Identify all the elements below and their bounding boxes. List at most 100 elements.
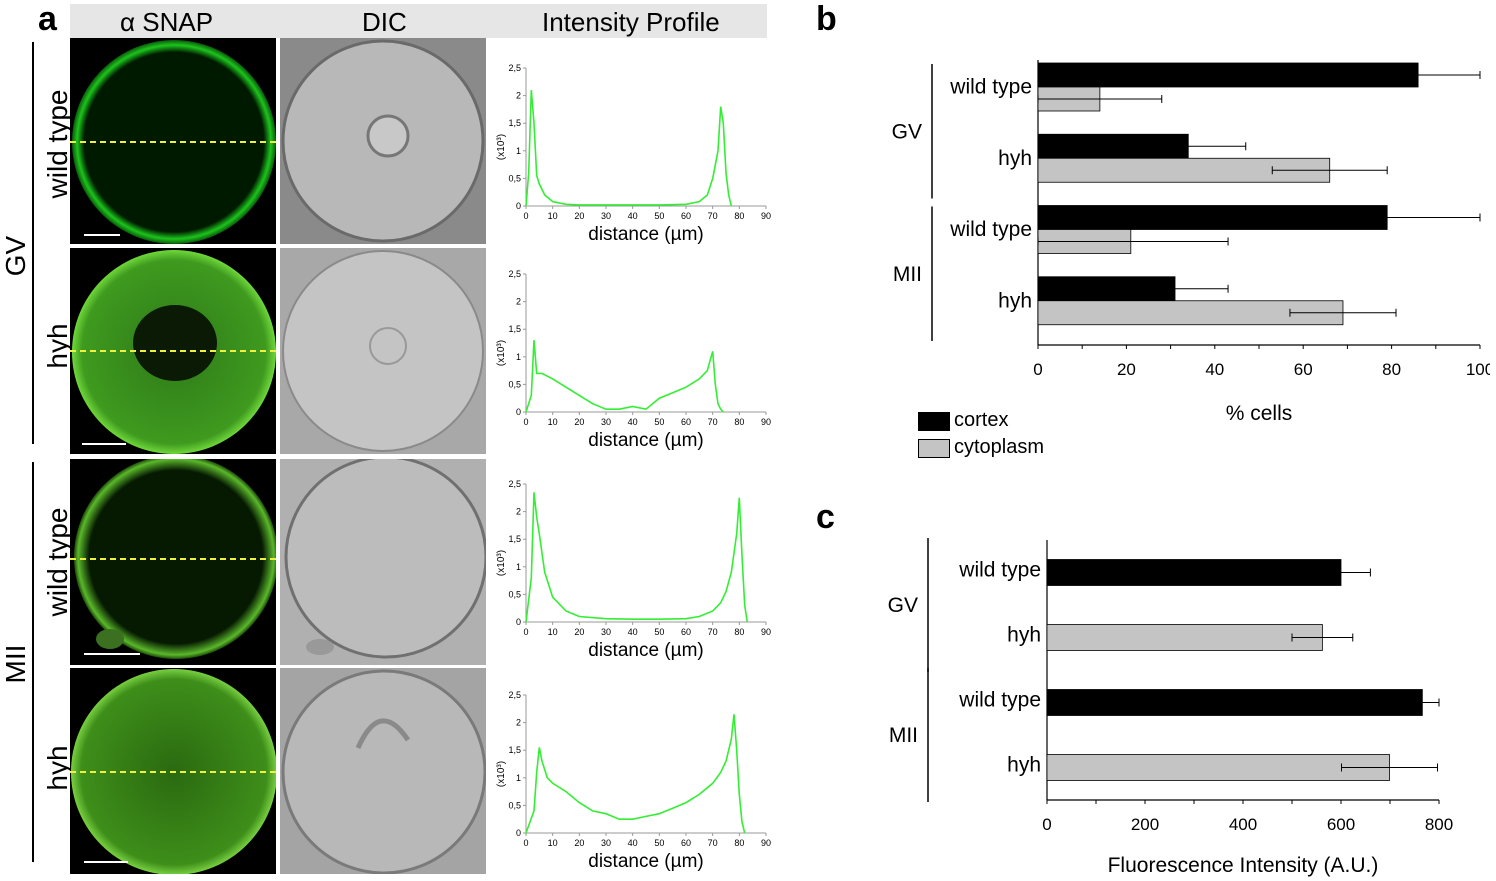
profile-x-tick-label: 40 bbox=[628, 627, 638, 637]
profile-line bbox=[525, 492, 749, 623]
profile-line bbox=[525, 90, 733, 207]
profile-chart-gv-wild-type: 0 0,5 1 1,5 2 2,5 0 10 20 30 40 50 60 70 80 90 distance … bbox=[496, 63, 771, 245]
stage-bracket-gv bbox=[32, 42, 34, 444]
profile-y-tick-label: 1 bbox=[516, 773, 521, 783]
profile-y-tick-label: 0,5 bbox=[508, 173, 521, 183]
bar-chart-x-tick-label: 0 bbox=[1042, 815, 1051, 834]
bar-cytoplasm bbox=[1046, 754, 1390, 781]
group-label-gv: GV bbox=[892, 120, 922, 143]
profile-x-tick-label: 90 bbox=[761, 838, 771, 848]
group-label-gv: GV bbox=[888, 594, 918, 617]
profile-y-tick-label: 0,5 bbox=[508, 379, 521, 389]
profile-x-tick-label: 70 bbox=[708, 627, 718, 637]
legend-swatch-cytoplasm bbox=[918, 439, 950, 458]
profile-y-tick-label: 0 bbox=[516, 201, 521, 211]
bar-chart-x-tick-label: 40 bbox=[1205, 360, 1224, 379]
profile-y-axis-label: (x10³) bbox=[496, 550, 507, 576]
profile-y-tick-label: 1 bbox=[516, 352, 521, 362]
profile-x-tick-label: 80 bbox=[734, 417, 744, 427]
profile-x-tick-label: 0 bbox=[523, 838, 528, 848]
panel-b-bar-chart: 0 20 40 60 80 100 % cells GV MII wild type hyh wild… bbox=[892, 60, 1490, 425]
column-header-intensity-profile: Intensity Profile bbox=[542, 7, 720, 37]
profile-x-tick-label: 60 bbox=[681, 627, 691, 637]
profile-x-tick-label: 80 bbox=[734, 838, 744, 848]
dic-image-mii-wild-type bbox=[280, 459, 486, 665]
profile-y-tick-label: 2,5 bbox=[508, 63, 521, 73]
profile-y-axis-label: (x10³) bbox=[496, 134, 507, 160]
profile-x-tick-label: 40 bbox=[628, 211, 638, 221]
bar-chart-x-tick-label: 0 bbox=[1033, 360, 1042, 379]
bar-cortex bbox=[1037, 133, 1189, 159]
panel-a-column-header-bar: α SNAP DIC Intensity Profile bbox=[70, 4, 767, 38]
profile-x-tick-label: 20 bbox=[574, 211, 584, 221]
profile-y-tick-label: 0,5 bbox=[508, 800, 521, 810]
profile-x-tick-label: 0 bbox=[523, 627, 528, 637]
legend-label-cytoplasm: cytoplasm bbox=[954, 436, 1045, 458]
profile-x-tick-label: 10 bbox=[548, 627, 558, 637]
panel-c-bar-chart: 0 200 400 600 800 Fluorescence Intensity (A.U… bbox=[888, 538, 1453, 877]
profile-line bbox=[525, 340, 724, 413]
profile-y-tick-label: 0 bbox=[516, 407, 521, 417]
profile-x-tick-label: 10 bbox=[548, 211, 558, 221]
bar-chart-x-tick-label: 400 bbox=[1229, 815, 1257, 834]
profile-x-tick-label: 60 bbox=[681, 838, 691, 848]
bar-chart-x-tick-label: 600 bbox=[1327, 815, 1355, 834]
profile-chart-mii-hyh: 0 0,5 1 1,5 2 2,5 0 10 20 30 40 50 60 70 80 90 distance … bbox=[496, 690, 771, 872]
profile-x-tick-label: 30 bbox=[601, 417, 611, 427]
profile-chart-mii-wild-type: 0 0,5 1 1,5 2 2,5 0 10 20 30 40 50 60 70 80 90 distance … bbox=[496, 479, 771, 661]
profile-y-tick-label: 2,5 bbox=[508, 269, 521, 279]
profile-y-tick-label: 2 bbox=[516, 297, 521, 307]
profile-x-tick-label: 20 bbox=[574, 627, 584, 637]
profile-y-axis-label: (x10³) bbox=[496, 340, 507, 366]
panel-b-letter: b bbox=[816, 0, 837, 38]
profile-x-axis-label: distance (µm) bbox=[588, 640, 703, 661]
profile-x-tick-label: 50 bbox=[654, 417, 664, 427]
bar-cortex bbox=[1046, 559, 1342, 586]
profile-line bbox=[525, 714, 746, 834]
category-label: hyh bbox=[1007, 754, 1041, 777]
profile-x-tick-label: 30 bbox=[601, 627, 611, 637]
profile-x-axis-label: distance (µm) bbox=[588, 851, 703, 872]
profile-x-tick-label: 30 bbox=[601, 838, 611, 848]
profile-y-tick-label: 1 bbox=[516, 562, 521, 572]
panel-a-letter: a bbox=[38, 0, 57, 38]
profile-x-tick-label: 60 bbox=[681, 417, 691, 427]
profile-x-tick-label: 70 bbox=[708, 838, 718, 848]
profile-x-tick-label: 90 bbox=[761, 627, 771, 637]
fluor-image-mii-hyh bbox=[70, 668, 276, 874]
column-header-alpha-snap: α SNAP bbox=[120, 7, 214, 37]
profile-x-tick-label: 0 bbox=[523, 211, 528, 221]
profile-y-tick-label: 2 bbox=[516, 91, 521, 101]
fluor-image-gv-hyh bbox=[70, 248, 276, 454]
bar-chart-x-tick-label: 20 bbox=[1117, 360, 1136, 379]
profile-y-tick-label: 1,5 bbox=[508, 324, 521, 334]
bar-chart-x-tick-label: 800 bbox=[1425, 815, 1453, 834]
category-label: wild type bbox=[958, 689, 1041, 712]
profile-x-axis-label: distance (µm) bbox=[588, 430, 703, 451]
bar-cortex bbox=[1046, 689, 1423, 716]
profile-y-tick-label: 0 bbox=[516, 617, 521, 627]
profile-x-tick-label: 30 bbox=[601, 211, 611, 221]
profile-x-axis-label: distance (µm) bbox=[588, 224, 703, 245]
profile-x-tick-label: 50 bbox=[654, 211, 664, 221]
fluor-image-mii-wild-type bbox=[70, 459, 276, 665]
stage-bracket-mii bbox=[32, 462, 34, 862]
panel-c-letter: c bbox=[816, 498, 835, 536]
stage-label-gv: GV bbox=[0, 235, 31, 277]
category-label: hyh bbox=[998, 289, 1032, 312]
profile-y-tick-label: 1 bbox=[516, 146, 521, 156]
fluor-image-gv-wild-type bbox=[70, 38, 276, 244]
profile-x-tick-label: 10 bbox=[548, 838, 558, 848]
profile-y-tick-label: 1,5 bbox=[508, 745, 521, 755]
profile-x-tick-label: 80 bbox=[734, 627, 744, 637]
profile-x-tick-label: 50 bbox=[654, 838, 664, 848]
profile-y-tick-label: 0 bbox=[516, 828, 521, 838]
dic-image-gv-wild-type bbox=[280, 38, 486, 244]
profile-x-tick-label: 70 bbox=[708, 211, 718, 221]
dic-image-mii-hyh bbox=[280, 668, 486, 874]
bar-cytoplasm bbox=[1046, 624, 1323, 651]
dic-image-gv-hyh bbox=[280, 248, 486, 454]
profile-x-tick-label: 40 bbox=[628, 838, 638, 848]
category-label: wild type bbox=[949, 218, 1032, 241]
profile-y-tick-label: 2,5 bbox=[508, 479, 521, 489]
